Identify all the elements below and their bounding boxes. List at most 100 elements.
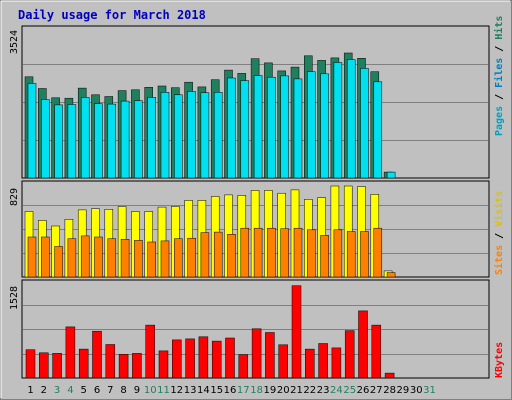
files-bar — [280, 75, 289, 179]
sites-bar — [346, 231, 356, 278]
files-bar — [360, 68, 369, 179]
x-tick-label: 10 — [144, 385, 157, 396]
sites-bar — [280, 228, 289, 278]
sites-bar — [27, 236, 37, 278]
x-tick-label: 20 — [277, 385, 290, 396]
kbytes-bar — [92, 330, 102, 379]
kbytes-bar — [105, 344, 116, 379]
x-tick-label: 23 — [317, 385, 330, 396]
legend-pages: Pages — [494, 106, 505, 136]
x-tick-label: 16 — [224, 385, 237, 396]
sites-bar — [120, 239, 130, 278]
legend-sites: Sites — [493, 245, 505, 275]
kbytes-bar — [118, 354, 129, 379]
files-bar — [107, 103, 117, 179]
kbytes-bar — [78, 348, 89, 379]
files-bar — [307, 71, 316, 179]
kbytes-bar — [265, 332, 275, 379]
chart-title: Daily usage for March 2018 — [18, 8, 206, 22]
files-bar — [67, 104, 77, 179]
sites-bar — [174, 238, 183, 278]
files-bar — [386, 171, 396, 179]
x-tick-label: 7 — [107, 385, 113, 396]
bot-ymax-label: 1528 — [9, 286, 20, 310]
x-tick-label: 18 — [250, 385, 263, 396]
x-tick-label: 11 — [157, 385, 170, 396]
bars-layer — [23, 52, 488, 379]
kbytes-bar — [52, 353, 62, 379]
kbytes-bar — [238, 354, 249, 379]
sites-bar — [373, 227, 383, 278]
files-bar — [346, 59, 356, 179]
legend-visits: Visits — [493, 191, 505, 227]
sites-bar — [147, 241, 156, 278]
sites-bar — [187, 237, 196, 278]
sites-bar — [386, 272, 396, 278]
files-bar — [240, 80, 250, 179]
sites-bar — [320, 235, 329, 278]
x-tick-label: 22 — [303, 385, 316, 396]
files-bar — [253, 75, 263, 179]
top-right-legend: Pages / Files / Hits — [493, 16, 505, 136]
files-bar — [333, 62, 343, 179]
kbytes-bar — [39, 352, 49, 379]
files-bar — [94, 103, 103, 179]
x-tick-label: 15 — [210, 385, 223, 396]
sites-bar — [67, 238, 77, 278]
sites-bar — [200, 232, 210, 278]
sites-bar — [134, 240, 143, 278]
files-bar — [213, 92, 223, 179]
sites-bar — [80, 235, 90, 278]
files-bar — [293, 78, 303, 179]
sites-bar — [160, 240, 170, 278]
x-tick-label: 9 — [134, 385, 140, 396]
files-bar — [27, 83, 37, 179]
files-bar — [187, 91, 196, 179]
sites-bar — [213, 231, 223, 278]
kbytes-bar — [65, 326, 76, 379]
files-bar — [134, 100, 143, 179]
kbytes-bar — [198, 336, 209, 379]
x-tick-label: 2 — [41, 385, 47, 396]
x-tick-label: 3 — [54, 385, 60, 396]
kbytes-bar — [25, 349, 36, 379]
kbytes-bar — [318, 343, 328, 379]
bot-right-legend: KBytes — [494, 342, 505, 378]
sites-bar — [253, 227, 263, 278]
files-bar — [227, 77, 236, 179]
files-bar — [200, 92, 210, 179]
mid-ymax-label: 829 — [9, 188, 20, 206]
x-tick-label: 6 — [94, 385, 100, 396]
kbytes-bar — [211, 340, 222, 379]
x-tick-label: 21 — [290, 385, 303, 396]
kbytes-bar — [331, 347, 342, 379]
x-tick-label: 28 — [383, 385, 396, 396]
files-bar — [41, 99, 50, 179]
kbytes-bar — [291, 285, 302, 379]
x-tick-label: 13 — [184, 385, 197, 396]
files-bar — [267, 76, 276, 179]
kbytes-bar — [305, 348, 315, 379]
x-tick-label: 5 — [81, 385, 87, 396]
kbytes-bar — [384, 372, 395, 379]
x-tick-label: 29 — [397, 385, 410, 396]
x-tick-label: 30 — [410, 385, 423, 396]
legend-sep-3: / — [494, 227, 505, 245]
x-tick-label: 25 — [343, 385, 356, 396]
x-tick-label: 31 — [423, 385, 436, 396]
sites-bar — [267, 227, 276, 278]
sites-bar — [227, 234, 236, 278]
kbytes-bar — [344, 330, 355, 379]
x-tick-label: 27 — [370, 385, 383, 396]
kbytes-bar — [278, 344, 288, 379]
x-tick-label: 19 — [264, 385, 277, 396]
sites-bar — [333, 229, 343, 278]
kbytes-bar — [371, 324, 382, 379]
mid-right-legend: Sites / Visits — [493, 191, 505, 275]
files-bar — [160, 92, 170, 179]
x-tick-label: 8 — [120, 385, 126, 396]
files-bar — [80, 97, 90, 179]
sites-bar — [54, 246, 63, 278]
kbytes-bar — [185, 338, 195, 379]
